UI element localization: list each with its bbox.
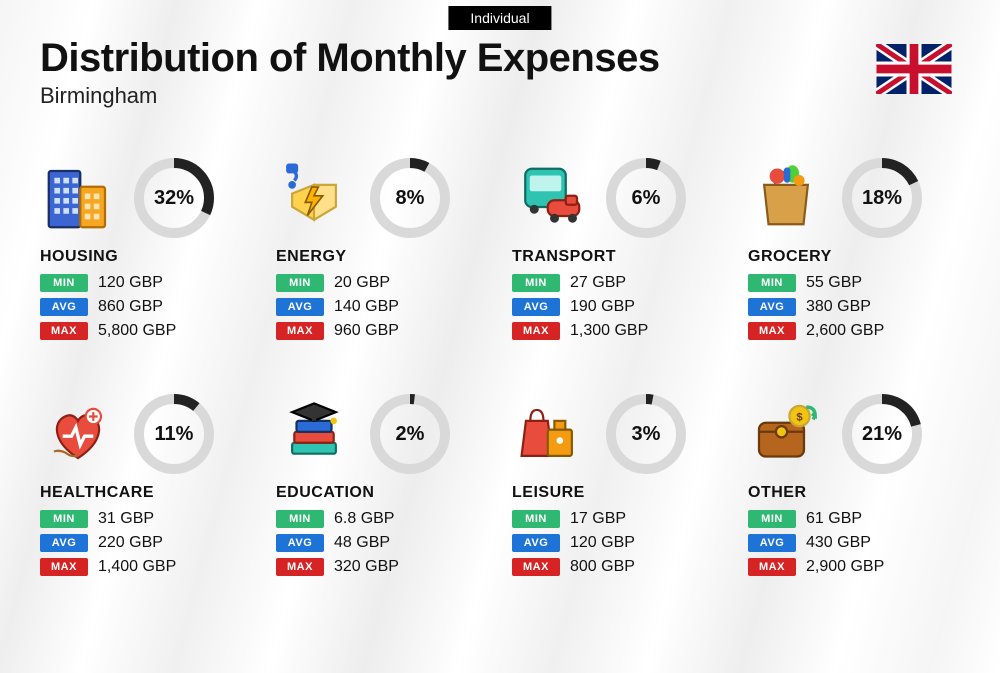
scope-badge: Individual xyxy=(448,6,551,30)
other-min: 61 GBP xyxy=(806,510,862,528)
category-card-housing: 32% HOUSING MIN 120 GBP AVG 860 GBP MAX … xyxy=(40,158,252,346)
max-pill: MAX xyxy=(40,322,88,340)
max-pill: MAX xyxy=(276,558,324,576)
grocery-name: GROCERY xyxy=(748,248,960,266)
grocery-max: 2,600 GBP xyxy=(806,322,884,340)
svg-text:$: $ xyxy=(796,412,803,424)
leisure-name: LEISURE xyxy=(512,484,724,502)
healthcare-icon xyxy=(40,396,116,472)
category-card-energy: 8% ENERGY MIN 20 GBP AVG 140 GBP MAX 960… xyxy=(276,158,488,346)
energy-name: ENERGY xyxy=(276,248,488,266)
avg-pill: AVG xyxy=(40,534,88,552)
other-percent: 21% xyxy=(842,394,922,474)
category-card-other: $ 21% OTHER MIN 61 GBP AVG 430 GBP MAX 2… xyxy=(748,394,960,582)
housing-name: HOUSING xyxy=(40,248,252,266)
healthcare-avg: 220 GBP xyxy=(98,534,163,552)
grocery-percent: 18% xyxy=(842,158,922,238)
avg-pill: AVG xyxy=(276,534,324,552)
min-pill: MIN xyxy=(512,510,560,528)
other-avg: 430 GBP xyxy=(806,534,871,552)
energy-donut: 8% xyxy=(370,158,450,238)
category-card-grocery: 18% GROCERY MIN 55 GBP AVG 380 GBP MAX 2… xyxy=(748,158,960,346)
energy-icon xyxy=(276,160,352,236)
max-pill: MAX xyxy=(512,558,560,576)
leisure-min: 17 GBP xyxy=(570,510,626,528)
housing-donut: 32% xyxy=(134,158,214,238)
energy-max: 960 GBP xyxy=(334,322,399,340)
avg-pill: AVG xyxy=(748,298,796,316)
energy-avg: 140 GBP xyxy=(334,298,399,316)
education-name: EDUCATION xyxy=(276,484,488,502)
min-pill: MIN xyxy=(748,274,796,292)
housing-icon xyxy=(40,160,116,236)
avg-pill: AVG xyxy=(512,534,560,552)
education-max: 320 GBP xyxy=(334,558,399,576)
healthcare-percent: 11% xyxy=(134,394,214,474)
transport-icon xyxy=(512,160,588,236)
grocery-icon xyxy=(748,160,824,236)
max-pill: MAX xyxy=(748,558,796,576)
min-pill: MIN xyxy=(748,510,796,528)
category-card-leisure: 3% LEISURE MIN 17 GBP AVG 120 GBP MAX 80… xyxy=(512,394,724,582)
energy-min: 20 GBP xyxy=(334,274,390,292)
education-min: 6.8 GBP xyxy=(334,510,394,528)
leisure-max: 800 GBP xyxy=(570,558,635,576)
healthcare-name: HEALTHCARE xyxy=(40,484,252,502)
leisure-percent: 3% xyxy=(606,394,686,474)
grocery-avg: 380 GBP xyxy=(806,298,871,316)
avg-pill: AVG xyxy=(276,298,324,316)
min-pill: MIN xyxy=(40,274,88,292)
housing-percent: 32% xyxy=(134,158,214,238)
avg-pill: AVG xyxy=(512,298,560,316)
energy-percent: 8% xyxy=(370,158,450,238)
education-donut: 2% xyxy=(370,394,450,474)
uk-flag-icon xyxy=(876,44,952,94)
transport-min: 27 GBP xyxy=(570,274,626,292)
category-card-transport: 6% TRANSPORT MIN 27 GBP AVG 190 GBP MAX … xyxy=(512,158,724,346)
other-name: OTHER xyxy=(748,484,960,502)
housing-min: 120 GBP xyxy=(98,274,163,292)
transport-max: 1,300 GBP xyxy=(570,322,648,340)
housing-avg: 860 GBP xyxy=(98,298,163,316)
max-pill: MAX xyxy=(512,322,560,340)
avg-pill: AVG xyxy=(748,534,796,552)
education-icon xyxy=(276,396,352,472)
max-pill: MAX xyxy=(276,322,324,340)
min-pill: MIN xyxy=(512,274,560,292)
categories-grid: 32% HOUSING MIN 120 GBP AVG 860 GBP MAX … xyxy=(40,158,960,582)
education-percent: 2% xyxy=(370,394,450,474)
min-pill: MIN xyxy=(276,274,324,292)
leisure-avg: 120 GBP xyxy=(570,534,635,552)
other-donut: 21% xyxy=(842,394,922,474)
category-card-education: 2% EDUCATION MIN 6.8 GBP AVG 48 GBP MAX … xyxy=(276,394,488,582)
transport-percent: 6% xyxy=(606,158,686,238)
housing-max: 5,800 GBP xyxy=(98,322,176,340)
education-avg: 48 GBP xyxy=(334,534,390,552)
avg-pill: AVG xyxy=(40,298,88,316)
healthcare-donut: 11% xyxy=(134,394,214,474)
other-icon: $ xyxy=(748,396,824,472)
leisure-donut: 3% xyxy=(606,394,686,474)
transport-name: TRANSPORT xyxy=(512,248,724,266)
leisure-icon xyxy=(512,396,588,472)
transport-avg: 190 GBP xyxy=(570,298,635,316)
grocery-donut: 18% xyxy=(842,158,922,238)
other-max: 2,900 GBP xyxy=(806,558,884,576)
page-title: Distribution of Monthly Expenses xyxy=(40,36,660,81)
grocery-min: 55 GBP xyxy=(806,274,862,292)
healthcare-min: 31 GBP xyxy=(98,510,154,528)
page-subtitle: Birmingham xyxy=(40,83,660,109)
max-pill: MAX xyxy=(748,322,796,340)
header: Distribution of Monthly Expenses Birming… xyxy=(40,36,660,109)
healthcare-max: 1,400 GBP xyxy=(98,558,176,576)
category-card-healthcare: 11% HEALTHCARE MIN 31 GBP AVG 220 GBP MA… xyxy=(40,394,252,582)
transport-donut: 6% xyxy=(606,158,686,238)
min-pill: MIN xyxy=(40,510,88,528)
max-pill: MAX xyxy=(40,558,88,576)
min-pill: MIN xyxy=(276,510,324,528)
